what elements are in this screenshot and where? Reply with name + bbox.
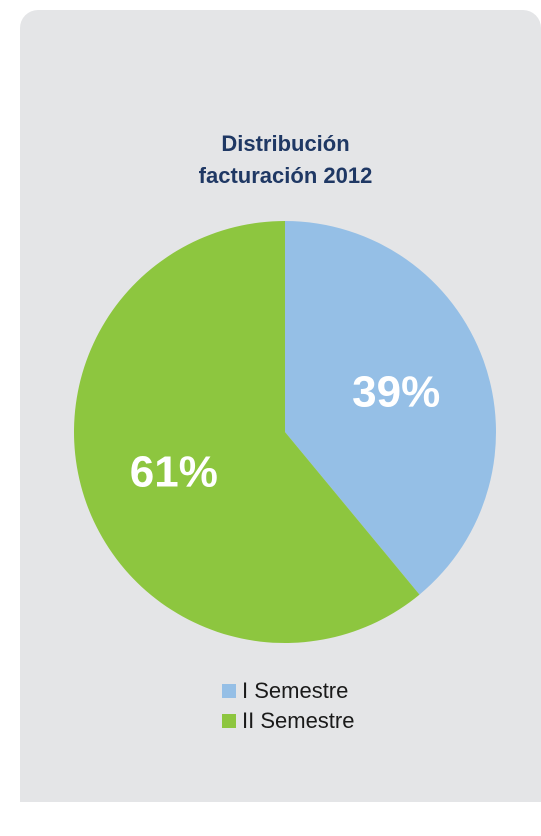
pie-slice-ii-semestre — [74, 221, 420, 643]
chart-legend: I Semestre II Semestre — [222, 676, 354, 736]
legend-item-ii-semestre: II Semestre — [222, 706, 354, 736]
legend-swatch-i-semestre — [222, 684, 236, 698]
legend-label-i-semestre: I Semestre — [242, 678, 349, 703]
pie-slice-i-semestre — [285, 221, 497, 595]
chart-title: Distribución facturación 2012 — [0, 128, 541, 192]
chart-title-line-2: facturación 2012 — [198, 163, 373, 188]
legend-item-i-semestre: I Semestre — [222, 676, 354, 706]
legend-label-ii-semestre: II Semestre — [242, 708, 355, 733]
data-label-i-semestre: 39% — [352, 367, 440, 416]
legend-swatch-ii-semestre — [222, 714, 236, 728]
chart-title-line-1: Distribución — [221, 131, 350, 156]
data-label-ii-semestre: 61% — [130, 448, 218, 497]
